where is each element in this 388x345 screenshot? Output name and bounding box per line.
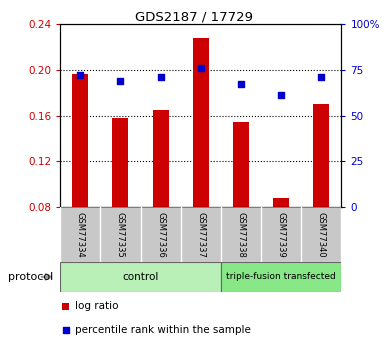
- Bar: [100, 207, 140, 262]
- Bar: [221, 262, 341, 292]
- Bar: [273, 198, 289, 207]
- Bar: [261, 207, 301, 262]
- Bar: [60, 262, 221, 292]
- Bar: [140, 207, 181, 262]
- Point: [77, 72, 83, 78]
- Point: [278, 93, 284, 98]
- Bar: [233, 122, 249, 207]
- Bar: [313, 104, 329, 207]
- Bar: [62, 303, 69, 309]
- Bar: [181, 207, 221, 262]
- Bar: [221, 207, 261, 262]
- Text: GSM77339: GSM77339: [277, 212, 286, 257]
- Text: GSM77338: GSM77338: [236, 212, 246, 257]
- Text: GSM77337: GSM77337: [196, 212, 205, 257]
- Text: log ratio: log ratio: [75, 302, 118, 312]
- Text: GSM77335: GSM77335: [116, 212, 125, 257]
- Point: [238, 82, 244, 87]
- Text: GSM77340: GSM77340: [317, 212, 326, 257]
- Bar: [152, 110, 169, 207]
- Bar: [301, 207, 341, 262]
- Bar: [60, 207, 100, 262]
- Bar: [72, 75, 88, 207]
- Text: percentile rank within the sample: percentile rank within the sample: [75, 325, 251, 335]
- Text: triple-fusion transfected: triple-fusion transfected: [226, 272, 336, 282]
- Point: [158, 75, 164, 80]
- Point: [117, 78, 123, 83]
- Bar: [113, 118, 128, 207]
- Text: GSM77336: GSM77336: [156, 212, 165, 257]
- Text: GDS2187 / 17729: GDS2187 / 17729: [135, 10, 253, 23]
- Point: [197, 65, 204, 71]
- Bar: [193, 38, 209, 207]
- Text: GSM77334: GSM77334: [76, 212, 85, 257]
- Text: control: control: [122, 272, 159, 282]
- Point: [62, 327, 69, 333]
- Text: protocol: protocol: [8, 272, 53, 282]
- Point: [318, 75, 324, 80]
